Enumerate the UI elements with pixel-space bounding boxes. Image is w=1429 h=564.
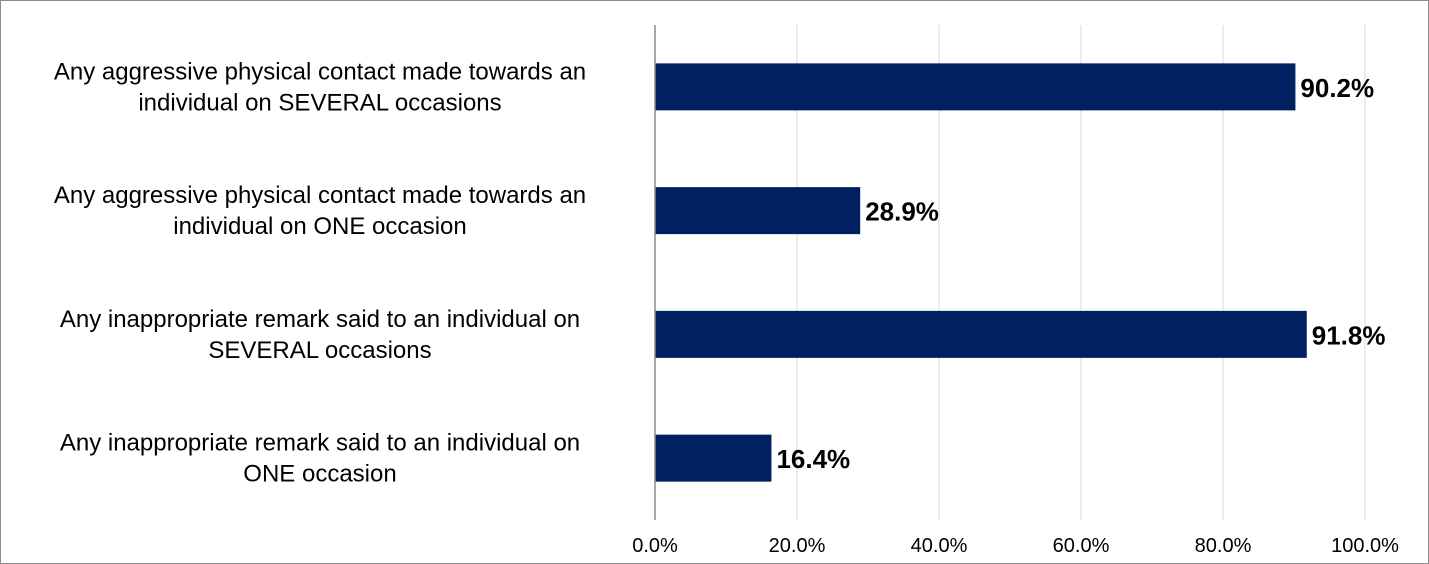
category-label-2: Any inappropriate remark said to an indi… [60,306,580,364]
data-label-3: 16.4% [776,444,850,474]
category-label-3: Any inappropriate remark said to an indi… [60,430,580,488]
bar-2 [655,310,1307,358]
x-tick-label-4: 80.0% [1195,535,1252,557]
bars [655,63,1307,482]
x-tick-labels: 0.0% 20.0% 40.0% 60.0% 80.0% 100.0% [632,535,1399,557]
data-label-1: 28.9% [865,197,939,227]
bar-3 [655,434,772,482]
x-tick-label-5: 100.0% [1331,535,1399,557]
bar-1 [655,187,861,235]
x-tick-label-3: 60.0% [1053,535,1110,557]
x-tick-label-0: 0.0% [632,535,678,557]
x-tick-label-1: 20.0% [769,535,826,557]
category-label-1: Any aggressive physical contact made tow… [54,182,586,240]
category-labels: Any aggressive physical contact made tow… [54,58,586,487]
bar-0 [655,63,1296,111]
data-label-0: 90.2% [1300,73,1374,103]
data-labels: 90.2% 28.9% 91.8% 16.4% [776,73,1385,474]
category-label-0: Any aggressive physical contact made tow… [54,58,586,116]
data-label-2: 91.8% [1312,320,1386,350]
x-tick-label-2: 40.0% [911,535,968,557]
